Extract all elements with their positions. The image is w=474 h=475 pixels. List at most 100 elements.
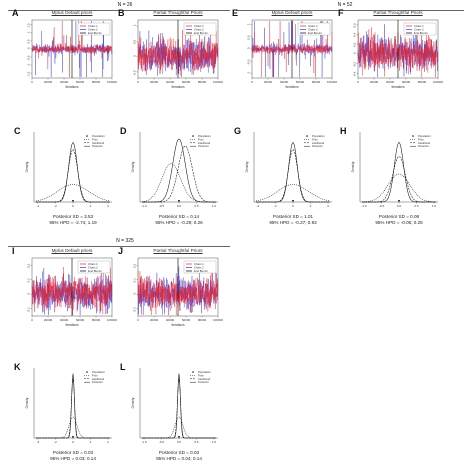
- posterior-sd-h: Posterior SD = 0.08: [378, 214, 420, 219]
- panel-letter-h: H: [340, 126, 347, 136]
- legend-label-likelihood: Likelihood: [92, 377, 105, 381]
- x-tick-label: -2: [274, 204, 277, 208]
- x-tick-label: -0.5: [159, 204, 165, 208]
- x-tick-label: 80000: [198, 318, 207, 322]
- x-tick-label: 100000: [107, 80, 117, 84]
- legend-label-chain-1: Chain 1: [88, 262, 98, 266]
- legend-label-likelihood: Likelihood: [418, 141, 431, 145]
- y-axis-label: Density: [131, 161, 135, 172]
- y-axis-label: Density: [245, 161, 249, 172]
- density-plot-d: Density -1.0 -0.5 0.0 0.5 1.0 PopulationPriorL…: [131, 132, 218, 208]
- x-tick-label: 60000: [402, 80, 411, 84]
- x-tick-label: 40000: [60, 80, 69, 84]
- x-tick-label: 100000: [327, 80, 337, 84]
- hpd-interval-k: 95% HPD = 0.03; 0.14: [50, 456, 96, 461]
- posterior-curve: [362, 142, 436, 203]
- panel-letter-f: F: [338, 8, 344, 18]
- posterior-sd-d: Posterior SD = 0.14: [158, 214, 200, 219]
- x-tick-label: 100000: [107, 318, 117, 322]
- prior-curve: [141, 163, 216, 203]
- y-axis-label: Density: [131, 397, 135, 408]
- x-tick-label: 1.0: [212, 440, 217, 444]
- panel-title-j: Partial Thoughtful Priors: [153, 248, 203, 253]
- legend-swatch: [192, 371, 194, 373]
- x-axis-label: Iterations: [65, 85, 79, 89]
- x-tick-label: 2: [310, 204, 312, 208]
- legend-label-prior: Prior: [198, 137, 204, 141]
- density-plot-h: Density -1.0 -0.5 0.0 0.5 1.0 PopulationPriorL…: [351, 132, 438, 208]
- population-marker: [72, 435, 74, 438]
- trace-plot-e: 1 0.5 0 -0.5 -1 0 20000 40000 60000 80000 100000 It…: [247, 19, 337, 89]
- y-tick-label: 1.5: [27, 23, 31, 28]
- x-tick-label: 60000: [296, 80, 305, 84]
- x-tick-label: 80000: [312, 80, 321, 84]
- posterior-sd-k: Posterior SD = 0.03: [52, 450, 94, 455]
- x-tick-label: 20000: [44, 318, 53, 322]
- y-tick-label: 1: [27, 31, 31, 33]
- x-tick-label: 20000: [44, 80, 53, 84]
- x-tick-label: 60000: [182, 80, 191, 84]
- prior-curve: [142, 416, 216, 439]
- x-tick-label: 60000: [182, 318, 191, 322]
- legend-label-posterior: Posterior: [418, 144, 429, 148]
- posterior-sd-g: Posterior SD = 1.01: [272, 214, 314, 219]
- x-tick-label: 0.5: [414, 204, 419, 208]
- x-tick-label: 4: [107, 440, 109, 444]
- x-tick-label: 100000: [433, 80, 443, 84]
- y-tick-label: -0.1: [27, 307, 31, 313]
- legend-swatch: [412, 135, 414, 137]
- legend-label-posterior: Posterior: [312, 144, 323, 148]
- x-tick-label: -4: [37, 440, 40, 444]
- x-axis-label: Iterations: [65, 323, 79, 327]
- panel-letter-j: J: [118, 246, 124, 256]
- x-tick-label: 0.5: [194, 204, 199, 208]
- legend-label-chain-1: Chain 1: [414, 24, 424, 28]
- posterior-sd-c: Posterior SD = 3.53: [52, 214, 94, 219]
- legend-label-chain-1: Chain 1: [194, 262, 204, 266]
- y-tick-label: 0.2: [27, 263, 31, 268]
- group-divider-n26: [8, 10, 230, 11]
- legend-label-population: Population: [92, 134, 105, 138]
- legend-label-population: Population: [92, 370, 105, 374]
- density-plot-k: Density -4 -2 0 2 4 PopulationPriorLikelihoodP…: [25, 368, 112, 444]
- x-tick-label: 0: [31, 318, 33, 322]
- hpd-interval-d: 95% HPD = -0.29; 0.26: [155, 220, 203, 225]
- prior-curve: [361, 173, 437, 203]
- x-tick-label: 0: [72, 204, 74, 208]
- legend-label-likelihood: Likelihood: [312, 141, 325, 145]
- x-tick-label: 0: [357, 80, 359, 84]
- legend-label-chain-2: Chain 2: [88, 28, 98, 32]
- prior-curve: [255, 184, 331, 202]
- x-tick-label: 80000: [198, 80, 207, 84]
- trace-plot-i: 0.2 0.1 0 -0.1 0 20000 40000 60000 80000 100000 It…: [27, 257, 117, 327]
- x-tick-label: 0: [137, 318, 139, 322]
- trace-plot-a: 1.510.50-0.5-1-1.50 20000 40000 60000 80000 1…: [27, 19, 117, 89]
- legend-label-chain-2: Chain 2: [88, 266, 98, 270]
- legend-label-prior: Prior: [92, 137, 98, 141]
- x-tick-label: 40000: [60, 318, 69, 322]
- panel-letter-d: D: [120, 126, 127, 136]
- legend-label-chain-1: Chain 1: [194, 24, 204, 28]
- posterior-curve: [36, 142, 110, 203]
- legend-swatch: [86, 371, 88, 373]
- legend-label-chain-1: Chain 1: [308, 24, 318, 28]
- legend-label-chain-1: Chain 1: [88, 24, 98, 28]
- legend-label-end-burnin: End Burnin: [88, 31, 102, 35]
- x-tick-label: -1.0: [141, 440, 147, 444]
- trace-plot-f: 0.60.40.20-0.2-0.40 20000 40000 60000 80000 1…: [353, 19, 443, 89]
- y-tick-label: -1.5: [27, 71, 31, 77]
- group-title-n26: N = 26: [117, 2, 133, 8]
- legend-label-posterior: Posterior: [92, 144, 103, 148]
- panel-title-e: Mplus Default priors: [271, 10, 313, 15]
- x-tick-label: -1.0: [141, 204, 147, 208]
- legend-label-prior: Prior: [92, 373, 98, 377]
- density-plot-l: Density -1.0 -0.5 0.0 0.5 1.0 PopulationPriorL…: [131, 368, 218, 444]
- x-tick-label: 100000: [213, 80, 223, 84]
- x-tick-label: 100000: [213, 318, 223, 322]
- y-tick-label: -0.2: [353, 62, 357, 68]
- x-tick-label: 80000: [92, 80, 101, 84]
- legend-label-chain-2: Chain 2: [194, 266, 204, 270]
- panel-letter-l: L: [120, 362, 126, 372]
- legend-label-population: Population: [418, 134, 431, 138]
- y-tick-label: -0.5: [247, 59, 251, 65]
